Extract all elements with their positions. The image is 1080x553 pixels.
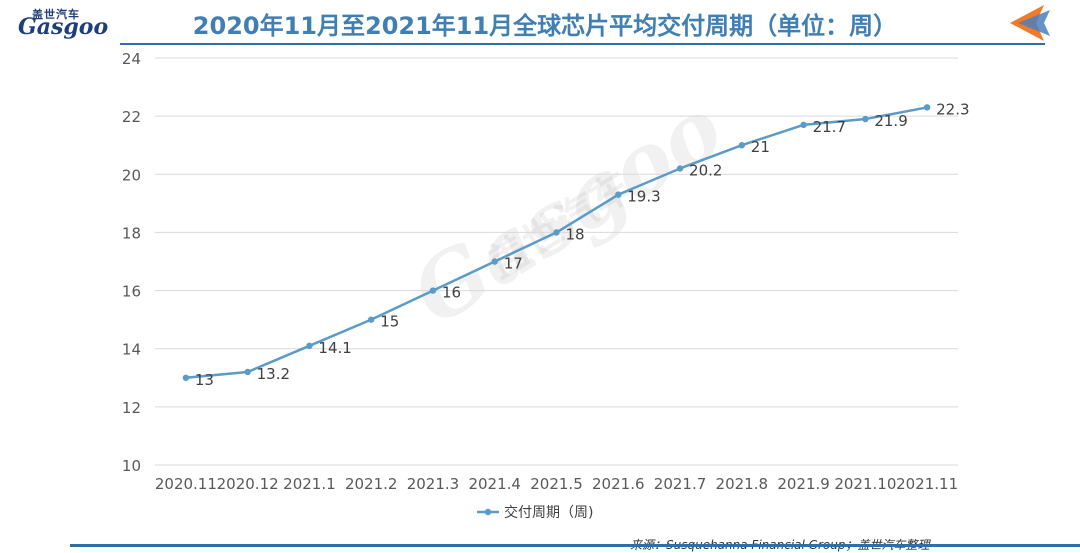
y-tick-label: 12 [122, 399, 141, 417]
data-label: 18 [566, 225, 585, 243]
data-label: 13.2 [257, 365, 290, 383]
x-tick-label: 2021.1 [283, 475, 336, 493]
data-label: 17 [504, 255, 523, 273]
data-point [429, 287, 437, 294]
data-point [923, 104, 931, 111]
data-label: 20.2 [689, 161, 722, 179]
x-tick-label: 2021.5 [530, 475, 583, 493]
y-tick-label: 24 [122, 50, 141, 68]
y-tick-label: 14 [122, 341, 141, 359]
x-tick-label: 2020.11 [155, 475, 217, 493]
bottom-divider [70, 544, 1080, 547]
data-label: 21.9 [874, 112, 907, 130]
data-label: 19.3 [627, 188, 660, 206]
data-label: 14.1 [318, 339, 351, 357]
y-tick-label: 16 [122, 283, 141, 301]
data-point [676, 165, 684, 172]
data-label: 21 [751, 138, 770, 156]
data-point [244, 368, 251, 376]
title-divider [120, 43, 1045, 45]
data-point [800, 121, 807, 129]
x-tick-label: 2021.10 [834, 475, 896, 493]
page-title: 2020年11月至2021年11月全球芯片平均交付周期（单位：周） [192, 12, 898, 40]
data-point [738, 142, 746, 149]
x-tick-label: 2021.3 [407, 475, 460, 493]
data-point [306, 342, 313, 350]
y-tick-label: 18 [122, 224, 141, 242]
x-tick-label: 2021.11 [896, 475, 958, 493]
data-point [182, 374, 190, 381]
legend-label: 交付周期（周) [504, 504, 593, 521]
x-tick-label: 2021.8 [716, 475, 769, 493]
data-point [615, 191, 622, 198]
gasgoo-logo: 盖世汽车 Gasgoo [14, 6, 114, 46]
y-tick-label: 20 [122, 166, 141, 184]
x-tick-label: 2021.9 [777, 475, 830, 493]
x-tick-label: 2021.4 [468, 475, 521, 493]
legend-swatch-marker [484, 508, 492, 516]
data-point [553, 229, 560, 236]
data-label: 16 [442, 284, 461, 302]
data-label: 22.3 [936, 100, 969, 118]
x-tick-label: 2020.12 [217, 475, 279, 493]
logo-en-text: Gasgoo [18, 14, 109, 40]
data-label: 15 [380, 313, 399, 331]
x-tick-label: 2021.2 [345, 475, 398, 493]
y-tick-label: 10 [122, 457, 141, 475]
logo-cn-text: 盖世汽车 [32, 8, 80, 21]
y-tick-label: 22 [122, 108, 141, 126]
data-label: 13 [195, 371, 214, 389]
data-point [367, 316, 375, 323]
data-point [491, 258, 498, 265]
x-tick-label: 2021.6 [592, 475, 645, 493]
series-line [185, 106, 928, 380]
back-arrow-icon[interactable] [1004, 2, 1054, 44]
data-point [862, 115, 869, 123]
data-label: 21.7 [813, 118, 846, 136]
x-tick-label: 2021.7 [654, 475, 707, 493]
